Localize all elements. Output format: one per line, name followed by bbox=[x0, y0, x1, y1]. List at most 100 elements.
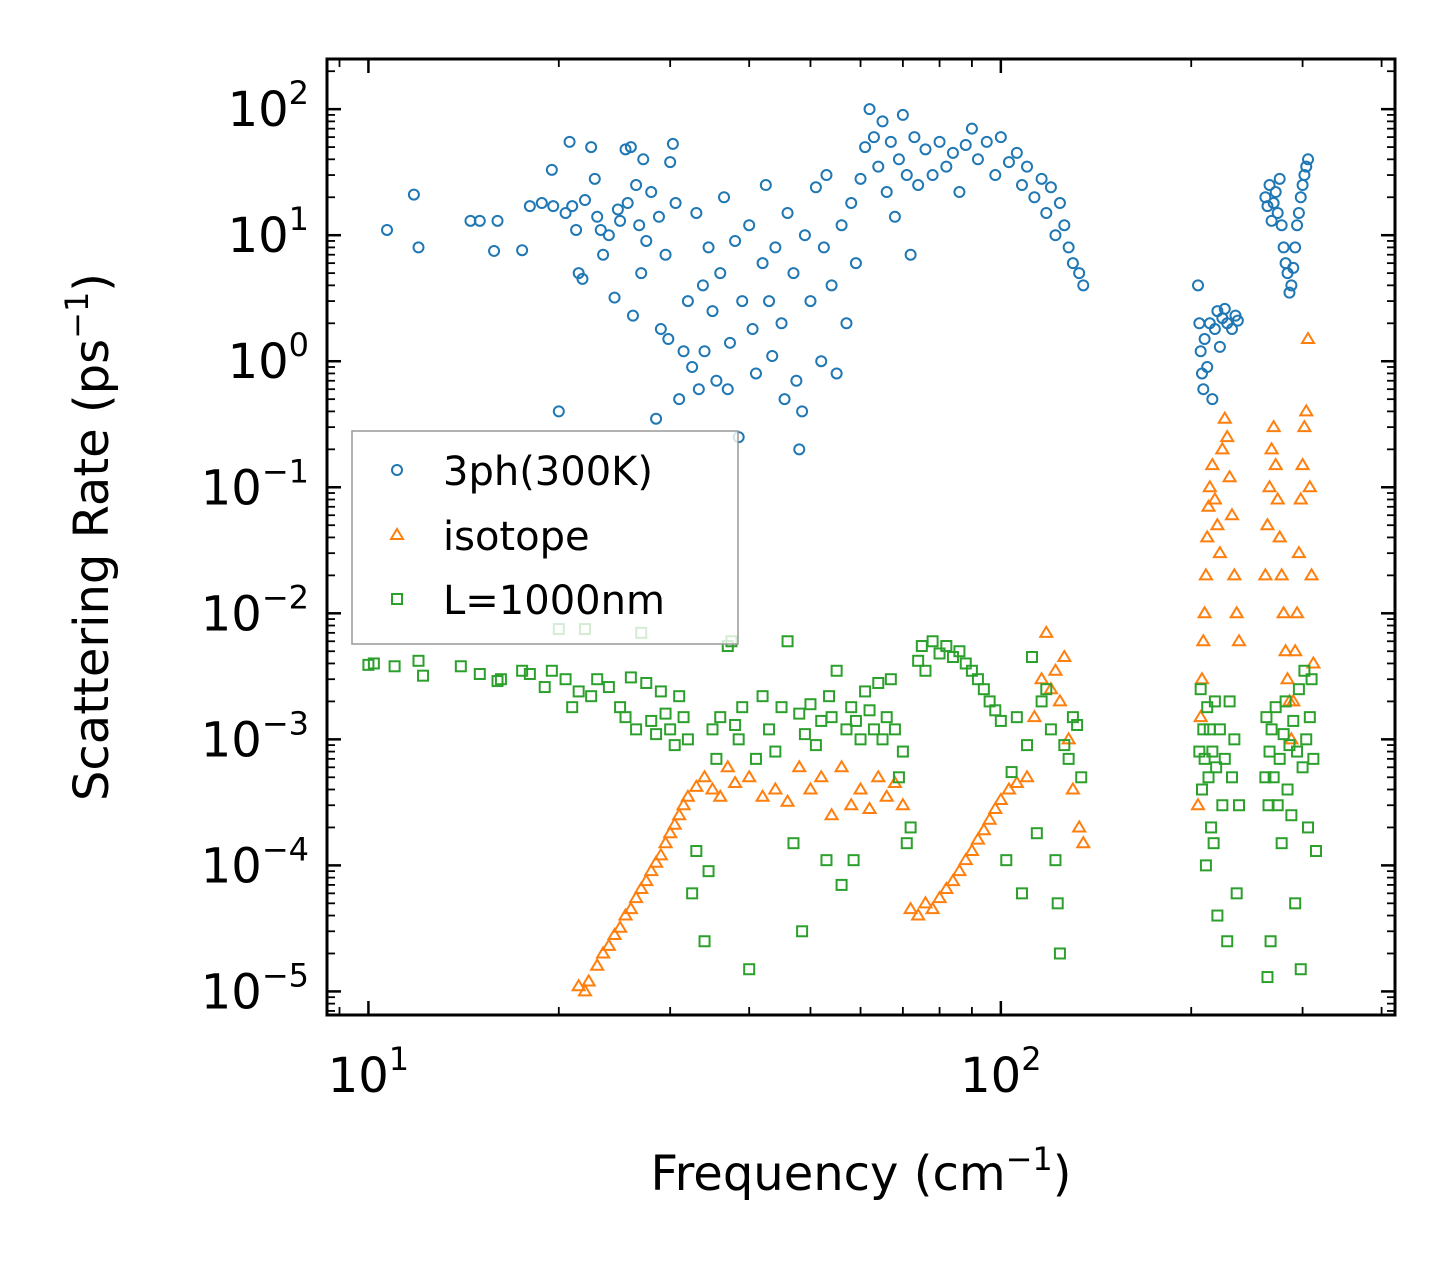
data-point bbox=[1038, 624, 1055, 638]
data-point bbox=[1209, 517, 1226, 531]
data-point bbox=[698, 345, 711, 358]
data-point bbox=[681, 295, 694, 308]
data-point bbox=[602, 681, 615, 694]
data-point bbox=[729, 718, 742, 731]
data-point bbox=[662, 825, 678, 839]
data-point bbox=[938, 881, 955, 894]
data-point bbox=[1302, 479, 1318, 493]
data-point bbox=[1047, 662, 1064, 676]
data-point bbox=[645, 186, 658, 199]
data-point bbox=[1212, 545, 1228, 559]
data-point bbox=[673, 393, 686, 406]
data-point bbox=[1040, 206, 1053, 219]
data-point bbox=[1263, 179, 1276, 192]
data-point bbox=[1259, 517, 1276, 531]
data-point bbox=[1000, 854, 1013, 867]
data-point bbox=[940, 160, 953, 173]
data-point bbox=[1273, 172, 1286, 185]
data-point bbox=[847, 854, 860, 867]
data-point bbox=[412, 654, 425, 667]
data-point bbox=[1053, 947, 1066, 960]
data-point bbox=[1035, 172, 1048, 185]
data-point bbox=[494, 673, 507, 686]
data-point bbox=[1267, 197, 1280, 210]
data-point bbox=[1065, 781, 1081, 795]
data-point bbox=[763, 723, 776, 736]
data-point bbox=[940, 640, 953, 653]
data-point bbox=[830, 664, 843, 677]
data-point bbox=[861, 801, 878, 815]
data-point bbox=[1263, 745, 1276, 758]
data-point bbox=[659, 248, 672, 261]
data-point bbox=[1264, 935, 1277, 948]
x-axis-title-sup: −1 bbox=[1006, 1140, 1053, 1178]
data-point bbox=[859, 685, 872, 698]
data-point bbox=[1197, 383, 1210, 396]
data-point bbox=[1269, 186, 1282, 199]
data-point bbox=[523, 200, 536, 213]
data-point bbox=[1283, 286, 1296, 299]
legend-marker-boundary bbox=[391, 593, 403, 605]
data-point bbox=[1277, 643, 1294, 657]
data-point bbox=[668, 739, 681, 752]
data-point bbox=[688, 778, 705, 792]
data-point bbox=[1232, 799, 1245, 812]
data-point bbox=[1285, 809, 1298, 822]
data-point bbox=[1201, 360, 1214, 373]
data-point bbox=[624, 141, 637, 154]
data-point bbox=[1062, 241, 1075, 254]
data-point bbox=[1228, 733, 1241, 746]
data-point bbox=[657, 835, 674, 849]
data-point bbox=[664, 156, 677, 169]
y-axis-title: Scattering Rate (ps−1) bbox=[58, 273, 120, 801]
plot-frame bbox=[325, 57, 1397, 1017]
data-point bbox=[1030, 827, 1043, 840]
data-point bbox=[1218, 752, 1231, 765]
data-point bbox=[1204, 457, 1221, 471]
data-point bbox=[1225, 771, 1238, 784]
data-point bbox=[1292, 491, 1309, 505]
data-point bbox=[793, 707, 806, 720]
data-point bbox=[637, 153, 650, 166]
legend: 3ph(300K) isotope L=1000nm bbox=[351, 430, 739, 645]
data-point bbox=[675, 797, 692, 811]
tick-labels: 10−5 10−4 10−3 10−2 10−1 100 101 102 101 102 bbox=[201, 74, 1042, 1104]
data-point bbox=[535, 197, 548, 210]
y-axis-title-sup: −1 bbox=[58, 292, 96, 339]
data-point bbox=[626, 309, 639, 322]
y-tick-label: 100 bbox=[228, 326, 309, 390]
data-point bbox=[698, 935, 711, 948]
data-point bbox=[820, 854, 833, 867]
data-point bbox=[845, 197, 858, 210]
data-point bbox=[677, 711, 690, 724]
data-point bbox=[1010, 146, 1023, 159]
data-point bbox=[1303, 711, 1316, 724]
data-point bbox=[802, 781, 819, 795]
data-point bbox=[759, 179, 772, 192]
data-point bbox=[1285, 279, 1298, 292]
data-point bbox=[813, 769, 830, 783]
data-point bbox=[884, 673, 897, 686]
data-point bbox=[1049, 854, 1062, 867]
data-point bbox=[1049, 229, 1062, 242]
data-point bbox=[633, 881, 649, 894]
data-point bbox=[849, 714, 862, 727]
data-point bbox=[1271, 799, 1284, 812]
data-point bbox=[1221, 935, 1234, 948]
data-point bbox=[412, 241, 425, 254]
data-point bbox=[895, 797, 911, 811]
data-point bbox=[1303, 567, 1320, 581]
data-point bbox=[741, 769, 757, 783]
data-point bbox=[1275, 219, 1288, 232]
data-point bbox=[1195, 633, 1212, 647]
data-point bbox=[1198, 333, 1211, 346]
y-tick-label: 10−1 bbox=[201, 452, 309, 516]
data-point bbox=[1056, 649, 1073, 663]
data-point bbox=[1217, 410, 1233, 424]
data-point bbox=[1261, 479, 1278, 493]
data-point bbox=[756, 690, 769, 703]
data-point bbox=[1289, 241, 1302, 254]
data-point bbox=[653, 847, 669, 861]
data-point bbox=[912, 179, 925, 192]
legend-marker-isotope bbox=[389, 527, 405, 540]
